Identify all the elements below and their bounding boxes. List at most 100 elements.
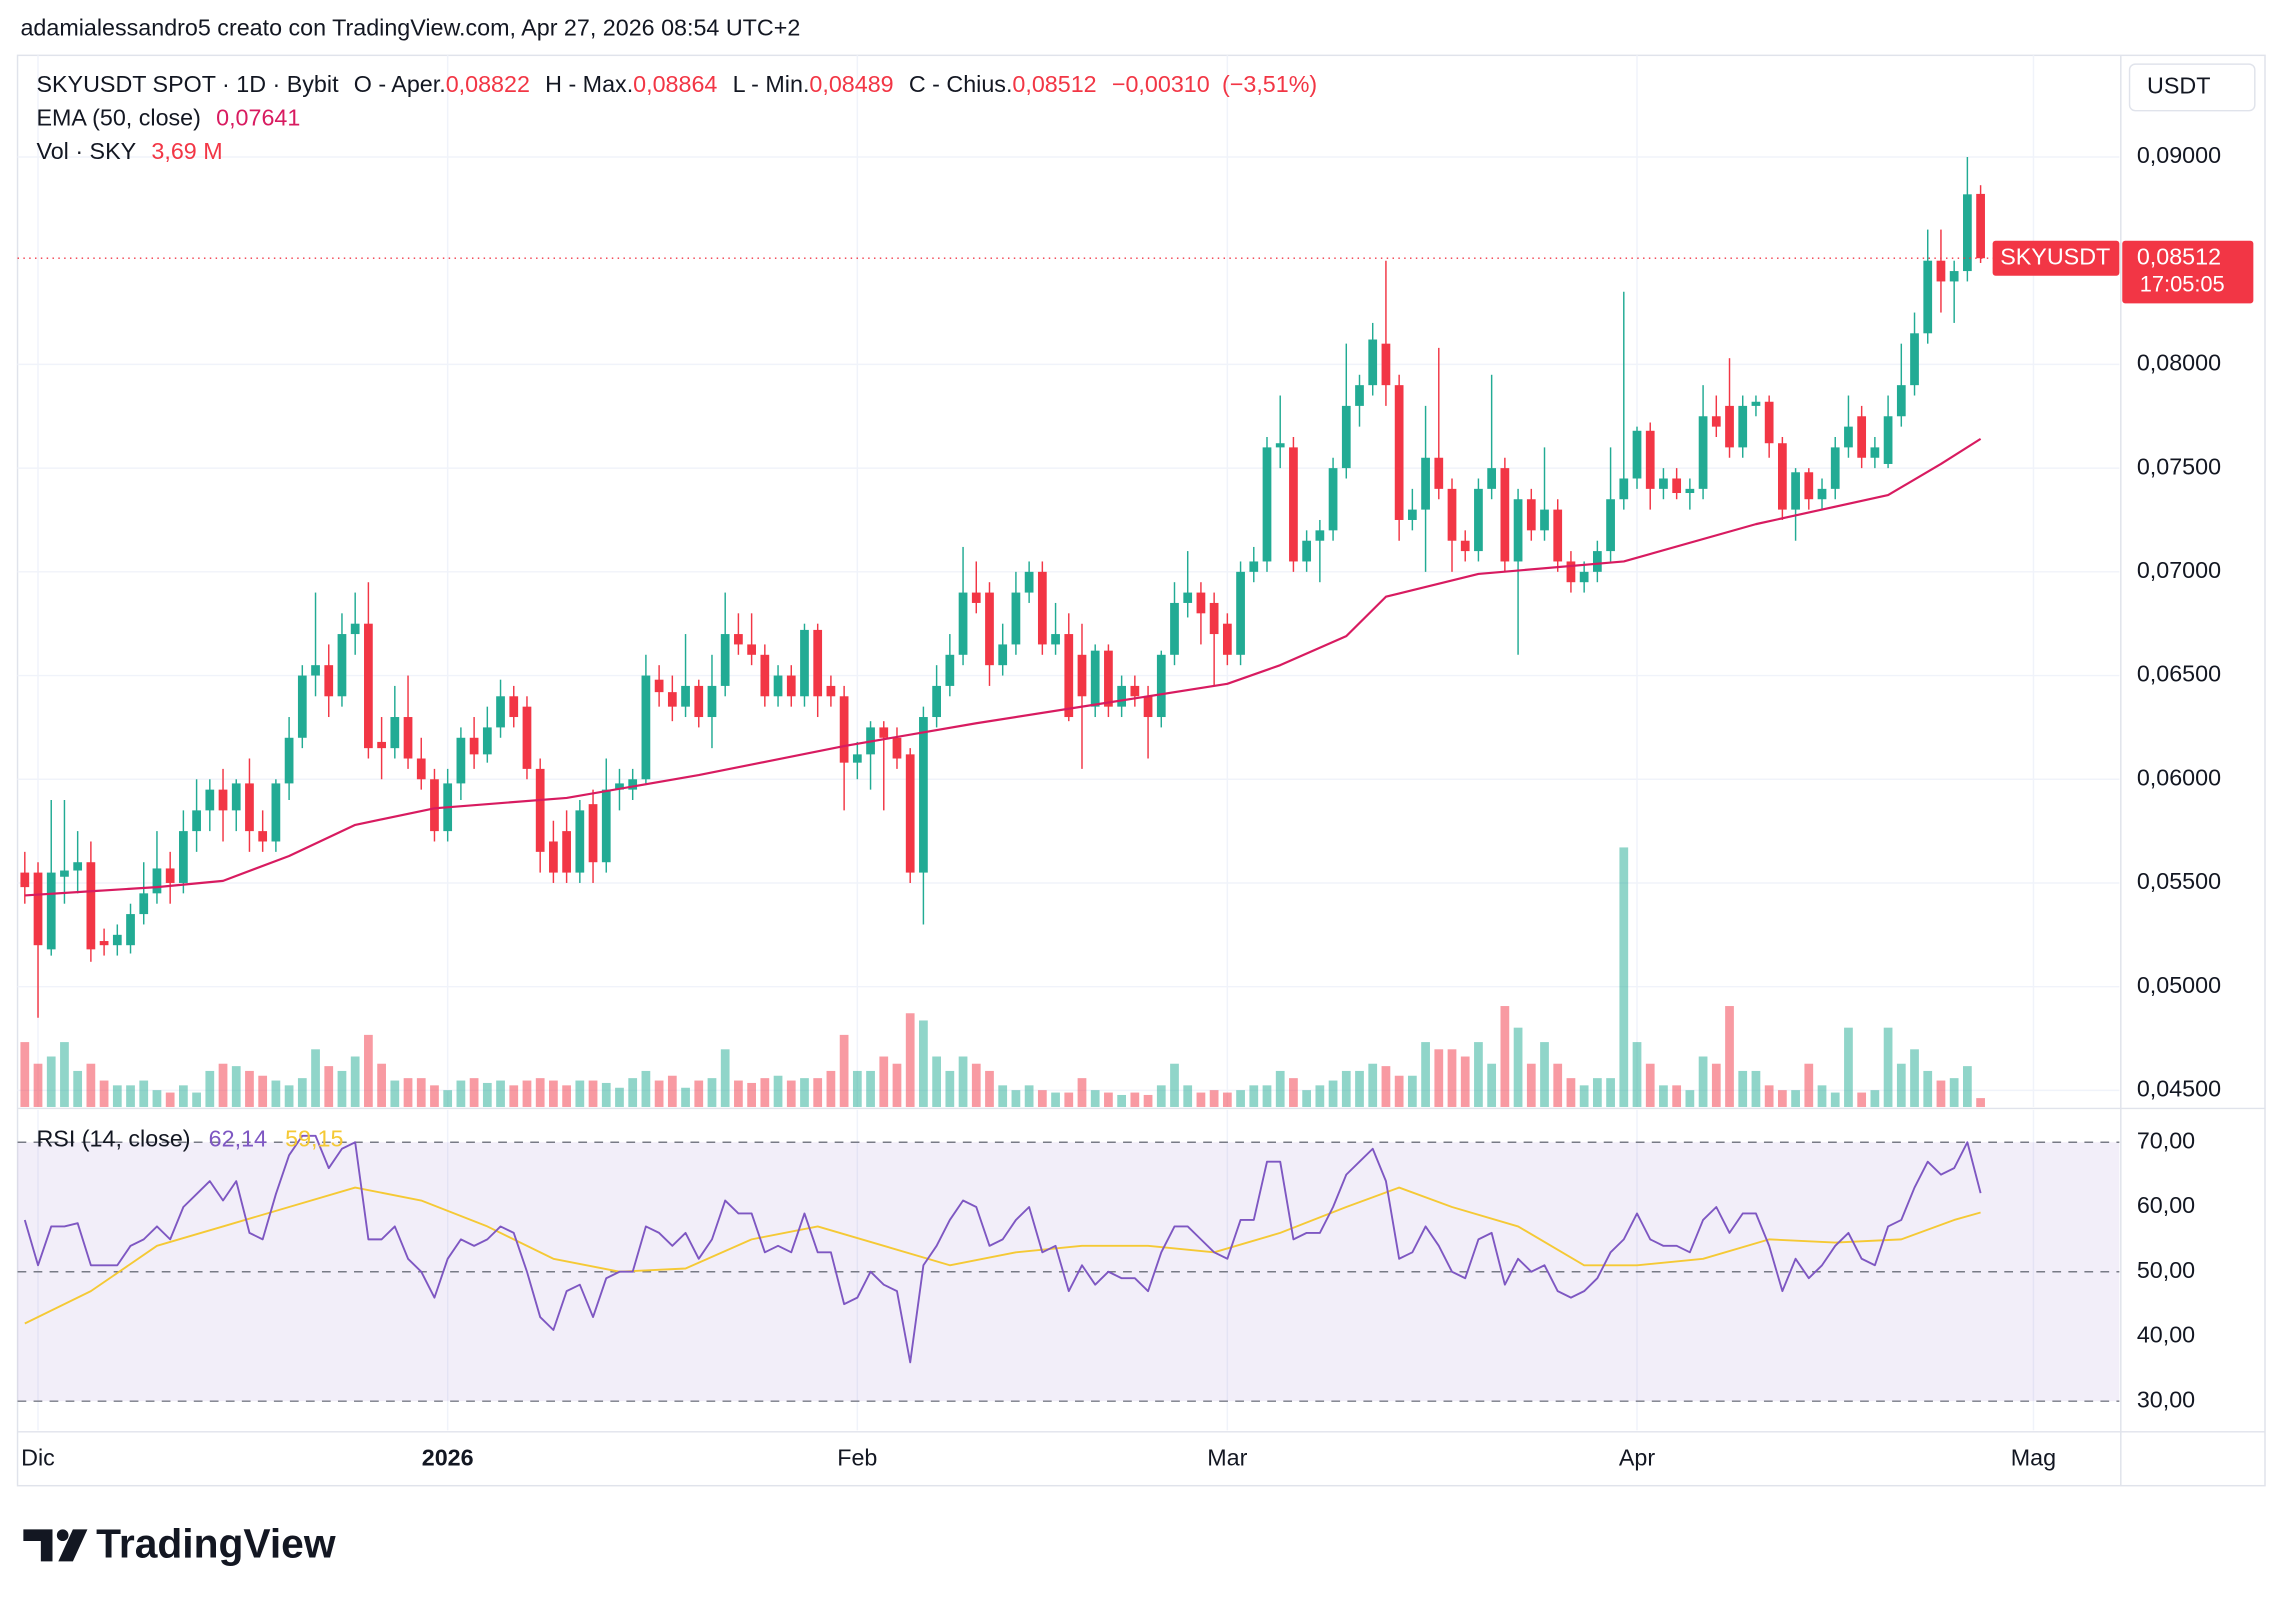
y-tick-label: 0,05000 xyxy=(2137,972,2221,998)
candle-body xyxy=(1355,385,1364,406)
volume-bar xyxy=(350,1056,360,1107)
volume-bar xyxy=(1659,1085,1668,1107)
volume-bar xyxy=(549,1080,558,1107)
y-tick-label: 0,06000 xyxy=(2137,764,2221,790)
volume-bar xyxy=(469,1078,479,1107)
change-pct: (−3,51%) xyxy=(1222,71,1317,97)
volume-bar xyxy=(1090,1090,1100,1107)
candle-body xyxy=(1949,271,1959,282)
x-tick-label: Feb xyxy=(837,1445,877,1471)
candle-body xyxy=(1778,443,1787,510)
volume-bar xyxy=(1963,1066,1972,1107)
volume-bar xyxy=(179,1085,188,1107)
volume-bar xyxy=(1077,1078,1087,1107)
y-tick-label: 0,09000 xyxy=(2137,142,2221,168)
candle-body xyxy=(86,862,96,950)
candle-body xyxy=(1606,499,1615,552)
volume-bar xyxy=(1870,1090,1880,1107)
candle-body xyxy=(549,841,558,873)
candle-body xyxy=(1619,478,1629,500)
volume-bar xyxy=(1566,1078,1576,1107)
candle-body xyxy=(403,717,413,759)
volume-bar xyxy=(1011,1090,1021,1107)
volume-bar xyxy=(99,1080,109,1107)
low-value: 0,08489 xyxy=(809,71,893,97)
volume-bar xyxy=(694,1080,704,1107)
volume-bar xyxy=(1513,1027,1523,1107)
rsi-line xyxy=(23,1134,1982,1364)
volume-bar xyxy=(1460,1056,1470,1107)
high-label: H - Max. xyxy=(545,71,633,97)
candle-body xyxy=(1751,401,1761,406)
symbol-tag-box xyxy=(1992,240,2120,276)
volume-bar xyxy=(46,1056,56,1107)
rsi-value: 62,14 xyxy=(209,1126,267,1152)
volume-bar xyxy=(482,1082,492,1107)
candle-body xyxy=(800,629,809,697)
volume-bar xyxy=(1764,1085,1774,1107)
candle-body xyxy=(1315,530,1325,541)
brand-logo: TradingView xyxy=(23,1521,336,1567)
volume-bar xyxy=(1156,1085,1166,1107)
volume-bar xyxy=(1751,1070,1761,1107)
volume-bar xyxy=(601,1082,611,1107)
volume-bar xyxy=(588,1080,598,1107)
volume-bar xyxy=(1447,1049,1457,1107)
candle-body xyxy=(971,592,981,603)
candle-body xyxy=(1738,405,1748,448)
candle-body xyxy=(1883,416,1893,464)
candle-body xyxy=(1037,571,1047,645)
volume-bar xyxy=(707,1078,717,1107)
candle-body xyxy=(1910,333,1919,386)
candle-body xyxy=(1592,551,1602,572)
volume-bar xyxy=(1051,1092,1060,1107)
volume-bar xyxy=(1249,1085,1259,1107)
candle-body xyxy=(720,634,730,686)
candle-body xyxy=(390,717,400,749)
low-label: L - Min. xyxy=(733,71,810,97)
candle-body xyxy=(681,685,690,707)
brand: TradingView xyxy=(96,1521,336,1567)
rsi-label: RSI (14, close) xyxy=(36,1126,190,1152)
candle-body xyxy=(324,665,334,697)
volume-bar xyxy=(681,1087,690,1107)
volume-bar xyxy=(1791,1090,1800,1107)
vol-value: 3,69 M xyxy=(151,138,222,164)
volume-bar xyxy=(1606,1078,1615,1107)
volume-bar xyxy=(628,1078,638,1107)
candle-body xyxy=(773,675,783,697)
candle-body xyxy=(1051,634,1060,645)
candle-body xyxy=(364,623,373,749)
volume-bar xyxy=(73,1070,83,1107)
rsi-tick-label: 50,00 xyxy=(2137,1257,2195,1283)
symbol: SKYUSDT SPOT · 1D · Bybit xyxy=(36,71,339,97)
volume-bar xyxy=(667,1075,677,1107)
candle-body xyxy=(786,675,796,697)
candle-body xyxy=(1024,571,1034,593)
candle-body xyxy=(958,592,968,655)
volume-bar xyxy=(866,1070,875,1107)
volume-bar xyxy=(165,1092,175,1107)
candle-body xyxy=(628,779,638,790)
candle-body xyxy=(456,737,466,784)
volume-bar xyxy=(1553,1063,1563,1107)
candle-body xyxy=(1209,602,1219,635)
frame xyxy=(16,54,2266,1487)
volume-bar xyxy=(1698,1056,1708,1107)
symbol-tag: SKYUSDT xyxy=(2000,243,2110,269)
candle-body xyxy=(60,870,69,877)
volume-bar xyxy=(932,1056,941,1107)
candle-body xyxy=(218,789,228,811)
candle-body xyxy=(1302,540,1312,562)
candle-body xyxy=(1936,260,1946,282)
volume-bar xyxy=(813,1078,823,1107)
volume-bar xyxy=(152,1090,162,1107)
currency-box[interactable] xyxy=(2128,63,2256,112)
volume-bar xyxy=(760,1078,770,1107)
candle-body xyxy=(258,831,268,842)
volume-bar xyxy=(998,1085,1008,1107)
candle-body xyxy=(919,717,928,873)
price-tag-value: 0,08512 xyxy=(2137,243,2221,269)
logo-mark xyxy=(23,1529,53,1562)
